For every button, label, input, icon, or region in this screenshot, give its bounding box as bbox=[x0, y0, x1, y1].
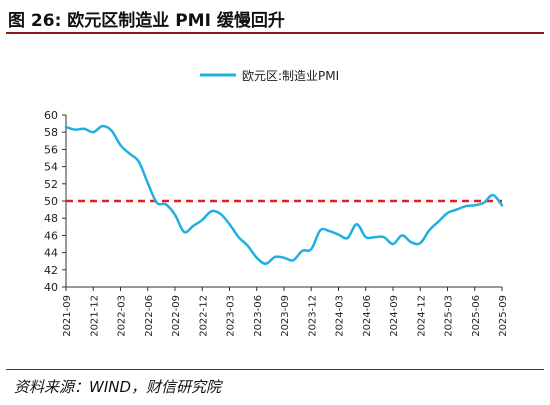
x-tick-label: 2024-09 bbox=[389, 295, 400, 337]
x-tick-label: 2022-09 bbox=[171, 295, 182, 337]
y-tick-label: 58 bbox=[44, 126, 58, 139]
x-tick-label: 2023-06 bbox=[253, 295, 264, 337]
x-tick-label: 2021-09 bbox=[62, 295, 73, 337]
y-tick-label: 40 bbox=[44, 281, 58, 294]
legend-label: 欧元区:制造业PMI bbox=[242, 69, 339, 83]
title-rule bbox=[6, 32, 544, 34]
series-layer bbox=[64, 124, 504, 266]
y-tick-label: 54 bbox=[44, 161, 58, 174]
x-tick-label: 2024-06 bbox=[362, 295, 373, 337]
x-axis: 2021-09 2021-12 2022-03 2022-06 2022-09 2022-… bbox=[62, 286, 509, 337]
legend: 欧元区:制造业PMI bbox=[200, 69, 339, 83]
y-tick-label: 50 bbox=[44, 195, 58, 208]
y-tick-label: 60 bbox=[44, 109, 58, 122]
series-line-eurozone-pmi bbox=[64, 124, 504, 266]
x-tick-label: 2024-12 bbox=[416, 295, 427, 337]
x-tick-label: 2024-03 bbox=[335, 295, 346, 337]
source-rule bbox=[6, 369, 544, 370]
x-tick-label: 2023-03 bbox=[226, 295, 237, 337]
source-note: 资料来源：WIND，财信研究院 bbox=[14, 378, 222, 396]
x-tick-label: 2025-09 bbox=[498, 295, 509, 337]
y-tick-label: 48 bbox=[44, 212, 58, 225]
x-tick-label: 2022-12 bbox=[198, 295, 209, 337]
x-tick-label: 2023-12 bbox=[307, 295, 318, 337]
y-tick-label: 52 bbox=[44, 178, 58, 191]
y-axis: 40 42 44 46 48 50 52 54 56 58 60 bbox=[44, 109, 67, 294]
y-tick-label: 44 bbox=[44, 247, 58, 260]
x-tick-label: 2025-03 bbox=[444, 295, 455, 337]
y-tick-label: 56 bbox=[44, 143, 58, 156]
figure-title: 图 26: 欧元区制造业 PMI 缓慢回升 bbox=[8, 11, 285, 31]
x-tick-label: 2023-09 bbox=[280, 295, 291, 337]
x-tick-label: 2025-06 bbox=[471, 295, 482, 337]
x-tick-label: 2022-03 bbox=[117, 295, 128, 337]
y-tick-label: 42 bbox=[44, 264, 58, 277]
y-tick-label: 46 bbox=[44, 229, 58, 242]
x-tick-label: 2021-12 bbox=[89, 295, 100, 337]
x-tick-label: 2022-06 bbox=[144, 295, 155, 337]
